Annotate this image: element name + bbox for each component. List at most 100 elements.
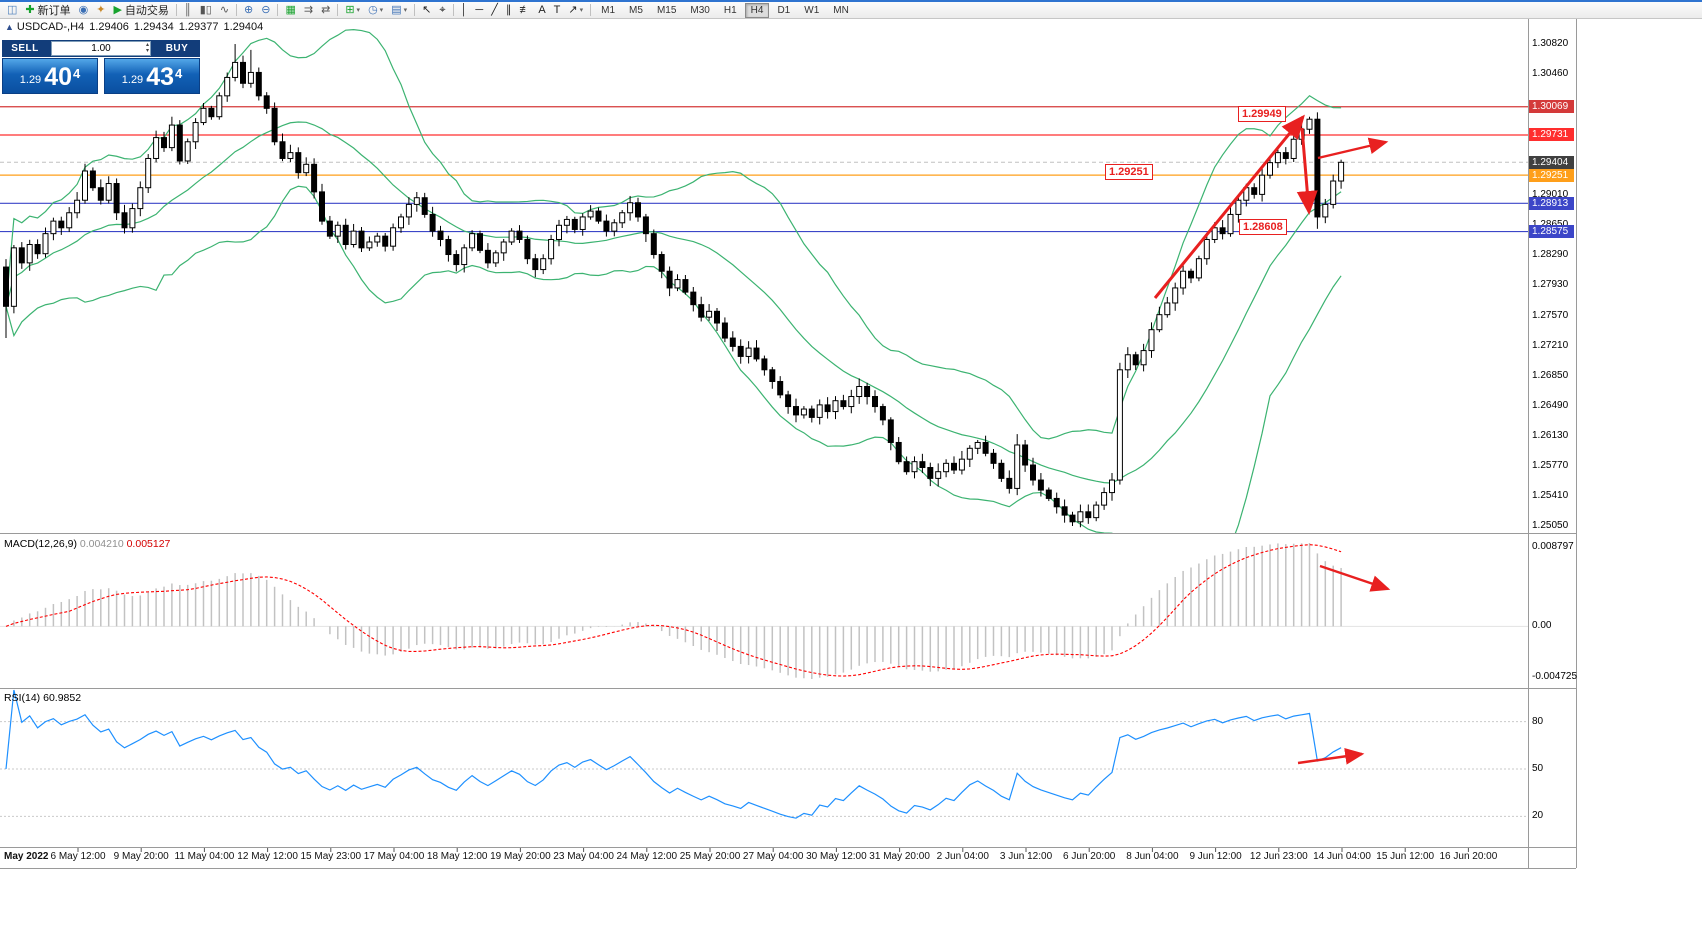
periods-icon: ◷ <box>368 3 378 16</box>
auto-scroll-button[interactable]: ⇉ <box>301 3 316 18</box>
macd-title: MACD(12,26,9) <box>4 538 77 550</box>
periods-button[interactable]: ◷ ▾ <box>365 3 386 18</box>
new-chart-icon: ◫ <box>7 3 18 16</box>
symbol-marker-icon: ▲ <box>5 22 14 32</box>
rsi-value: 60.9852 <box>43 692 82 704</box>
buy-price-pip: 4 <box>175 66 183 81</box>
tile-windows-icon: ▦ <box>285 3 296 16</box>
auto-trading-button-label: 自动交易 <box>124 5 169 17</box>
toolbar-separator <box>337 4 339 16</box>
sell-price-big: 40 <box>44 63 72 91</box>
rsi-title: RSI(14) <box>4 692 41 704</box>
chart-shift-icon: ⇄ <box>321 3 331 16</box>
cursor-icon: ↖ <box>422 3 432 16</box>
zoom-in-button[interactable]: ⊕ <box>241 3 256 18</box>
rsi-layer <box>0 689 1528 819</box>
buy-label: BUY <box>165 43 189 54</box>
macd-layer <box>0 543 1528 679</box>
macd-value-main: 0.004210 <box>79 538 124 550</box>
toolbar-separator <box>175 4 177 16</box>
buy-price-big: 43 <box>146 63 174 91</box>
crosshair-button[interactable]: ⌖ <box>436 3 448 18</box>
arrows-icon: ↗ <box>568 3 578 16</box>
new-chart-button[interactable]: ◫ <box>4 3 20 18</box>
text-label-icon: T <box>553 3 561 16</box>
macd-label: MACD(12,26,9) 0.004210 0.005127 <box>4 538 170 550</box>
trendline-button[interactable]: ╱ <box>488 3 501 18</box>
sell-price-button[interactable]: 1.29 40 4 <box>2 58 98 94</box>
sell-price-pip: 4 <box>73 66 81 81</box>
channel-icon: ∥ <box>505 3 512 16</box>
one-click-trading-panel: SELL 1.00 ▴ ▾ BUY 1.29 40 4 1.29 43 4 <box>2 40 200 94</box>
fibonacci-button[interactable]: ≢ <box>516 3 533 18</box>
dropdown-caret-icon: ▾ <box>379 7 384 14</box>
timeframe-mn-button[interactable]: MN <box>833 4 849 16</box>
indicators-icon: ⊞ <box>345 3 355 16</box>
horizontal-line-icon: ─ <box>475 3 484 16</box>
candles-type-icon: ▮▯ <box>199 3 212 16</box>
zoom-out-icon: ⊖ <box>261 3 271 16</box>
new-order-button[interactable]: ✚ 新订单 <box>22 3 73 18</box>
bars-type-icon: ║ <box>183 3 192 16</box>
line-type-button[interactable]: ∿ <box>217 3 232 18</box>
auto-trading-button[interactable]: ▶ 自动交易 <box>110 3 171 18</box>
toolbar-separator <box>277 4 279 16</box>
cursor-button[interactable]: ↖ <box>419 3 434 18</box>
macd-value-signal: 0.005127 <box>126 538 171 550</box>
text-label-button[interactable]: T <box>551 3 564 18</box>
horizontal-line-button[interactable]: ─ <box>472 3 486 18</box>
dropdown-caret-icon: ▾ <box>356 7 361 14</box>
buy-price-small: 1.29 <box>121 74 144 87</box>
timeframe-m30-button[interactable]: M30 <box>690 4 710 16</box>
ohlc-open: 1.29406 <box>89 21 129 33</box>
auto-trading-icon: ▶ <box>113 3 122 16</box>
timeframe-d1-button[interactable]: D1 <box>777 4 791 16</box>
annotations-layer <box>1153 114 1391 765</box>
sell-price-small: 1.29 <box>19 74 42 87</box>
chart-trade-button[interactable]: ◉ <box>76 3 92 18</box>
main-chart-layer <box>0 29 1528 533</box>
bars-type-button[interactable]: ║ <box>181 3 195 18</box>
toolbar-separator <box>452 4 454 16</box>
timeframe-m15-button[interactable]: M15 <box>656 4 677 16</box>
vertical-line-button[interactable]: │ <box>458 3 471 18</box>
history-center-icon: ✦ <box>96 3 106 16</box>
buy-price-button[interactable]: 1.29 43 4 <box>104 58 200 94</box>
history-center-button[interactable]: ✦ <box>93 3 108 18</box>
tile-windows-button[interactable]: ▦ <box>282 3 298 18</box>
candles-type-button[interactable]: ▮▯ <box>197 3 215 18</box>
ohlc-high: 1.29434 <box>133 21 174 33</box>
window-title-strip <box>0 0 1702 2</box>
volume-input[interactable]: 1.00 ▴ ▾ <box>51 41 151 56</box>
arrows-button[interactable]: ↗ ▾ <box>565 3 586 18</box>
timeframe-w1-button[interactable]: W1 <box>804 4 820 16</box>
timeframe-m1-button[interactable]: M1 <box>601 4 616 16</box>
chart-shift-button[interactable]: ⇄ <box>318 3 333 18</box>
new-order-button-label: 新订单 <box>37 5 71 17</box>
volume-spinner-icon[interactable]: ▴ ▾ <box>145 42 149 54</box>
rsi-label: RSI(14) 60.9852 <box>4 692 81 704</box>
zoom-in-icon: ⊕ <box>244 3 254 16</box>
channel-button[interactable]: ∥ <box>503 3 515 18</box>
crosshair-icon: ⌖ <box>439 3 446 16</box>
timeframe-m5-button[interactable]: M5 <box>629 4 643 16</box>
dropdown-caret-icon: ▾ <box>403 7 408 14</box>
text-icon: A <box>538 3 546 16</box>
trade-panel-header: SELL 1.00 ▴ ▾ BUY <box>2 40 200 57</box>
indicators-button[interactable]: ⊞ ▾ <box>342 3 363 18</box>
sell-label: SELL <box>11 43 39 54</box>
auto-scroll-icon: ⇉ <box>303 3 314 16</box>
line-type-icon: ∿ <box>219 3 230 16</box>
timeframe-h1-button[interactable]: H1 <box>723 4 737 16</box>
panel-dividers <box>0 19 1577 869</box>
text-button[interactable]: A <box>535 3 548 18</box>
templates-button[interactable]: ▤ ▾ <box>388 3 410 18</box>
toolbar-separator <box>590 4 592 16</box>
timeframe-h4-button[interactable]: H4 <box>744 2 770 18</box>
new-order-icon: ✚ <box>25 3 35 16</box>
fibonacci-icon: ≢ <box>519 3 531 16</box>
dropdown-caret-icon: ▾ <box>579 7 584 14</box>
zoom-out-button[interactable]: ⊖ <box>258 3 273 18</box>
